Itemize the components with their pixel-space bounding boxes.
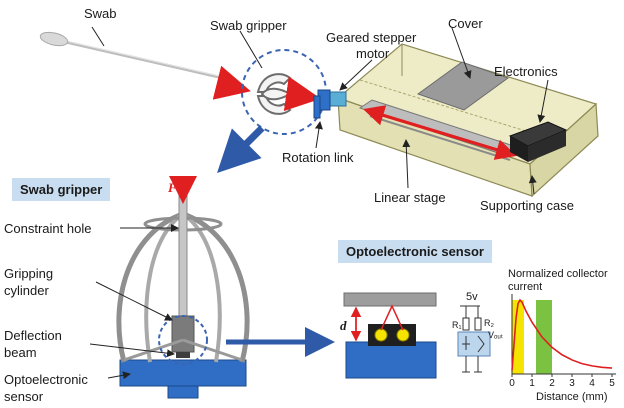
gripper-claw xyxy=(256,73,301,115)
r1-label: R₁ xyxy=(452,320,462,330)
geared-stepper-motor xyxy=(313,89,347,119)
optoelectronic-sensor-pointer xyxy=(107,371,131,380)
deflection-beam-label-1: Deflection xyxy=(4,328,62,343)
swab-gripper-label: Swab gripper xyxy=(210,18,287,33)
gripper-cross-section xyxy=(116,189,250,399)
optoelectronic-sensor-label-2: sensor xyxy=(4,389,44,404)
swab-pointer xyxy=(91,26,105,47)
cover-label: Cover xyxy=(448,16,483,31)
optoelectronic-panel-title: Optoelectronic sensor xyxy=(338,240,492,263)
internal-plate xyxy=(416,61,510,111)
chart-x-tick-label-1: 1 xyxy=(529,378,535,389)
chart-x-tick-label-2: 2 xyxy=(549,378,555,389)
stage-motion-arrow-back xyxy=(363,105,515,157)
linear-stage-track xyxy=(369,115,511,161)
swab-illustration xyxy=(39,31,233,82)
vout-label: Vₒᵤₜ xyxy=(488,330,504,340)
electronics-block-front xyxy=(510,136,528,162)
deflection-beam-label-2: beam xyxy=(4,345,37,360)
electronics-label: Electronics xyxy=(494,64,558,79)
deflection-beam-pointer xyxy=(89,343,175,358)
linear-stage-label: Linear stage xyxy=(374,190,446,205)
electronics-block-side xyxy=(528,130,566,162)
collector-current-chart: 0 1 2 3 4 5 xyxy=(509,294,616,389)
r2-label: R₂ xyxy=(484,318,494,328)
force-label: F xyxy=(168,180,177,195)
swab-insert-arrow xyxy=(212,65,251,100)
chart-x-tick-label-3: 3 xyxy=(569,378,575,389)
rotation-link-label: Rotation link xyxy=(282,150,354,165)
swab-gripper-pointer xyxy=(239,30,263,69)
distance-d-label: d xyxy=(340,318,347,333)
zoom-arrow-to-gripper-panel xyxy=(217,125,265,173)
gripping-cylinder-label-1: Gripping xyxy=(4,266,54,281)
chart-x-tick-label-4: 4 xyxy=(589,378,595,389)
chart-x-axis-label: Distance (mm) xyxy=(536,391,608,403)
chart-title: Normalized collector current xyxy=(508,268,608,293)
rotation-link-pointer xyxy=(314,121,323,149)
cover-pointer xyxy=(451,27,472,79)
geared-stepper-motor-label-1: Geared stepper xyxy=(326,30,417,45)
supply-voltage-label: 5v xyxy=(466,291,478,303)
supporting-case-label: Supporting case xyxy=(480,198,574,213)
gripping-cylinder-label-2: cylinder xyxy=(4,283,49,298)
gripping-cylinder-pointer xyxy=(95,281,173,321)
chart-x-tick-label-5: 5 xyxy=(609,378,615,389)
linear-stage-pointer xyxy=(402,139,411,189)
chart-highlight-region-1 xyxy=(536,300,552,374)
optoelectronic-sensor-label-1: Optoelectronic xyxy=(4,372,88,387)
swab-label: Swab xyxy=(84,6,117,21)
chart-x-tick-label-0: 0 xyxy=(509,378,515,389)
supporting-case-pointer xyxy=(528,175,537,195)
electronics-pointer xyxy=(537,79,549,123)
swab-gripper-panel-title: Swab gripper xyxy=(12,178,111,201)
geared-stepper-motor-label-2: motor xyxy=(356,46,390,61)
constraint-hole-label: Constraint hole xyxy=(4,221,92,236)
sensor-detail xyxy=(343,292,437,379)
sensor-circuit xyxy=(457,305,491,373)
sensor-zoom-circle xyxy=(158,315,208,365)
chart-series-line-0 xyxy=(511,298,613,371)
chart-highlight-region-0 xyxy=(512,300,524,374)
motor-pointer xyxy=(339,59,373,91)
